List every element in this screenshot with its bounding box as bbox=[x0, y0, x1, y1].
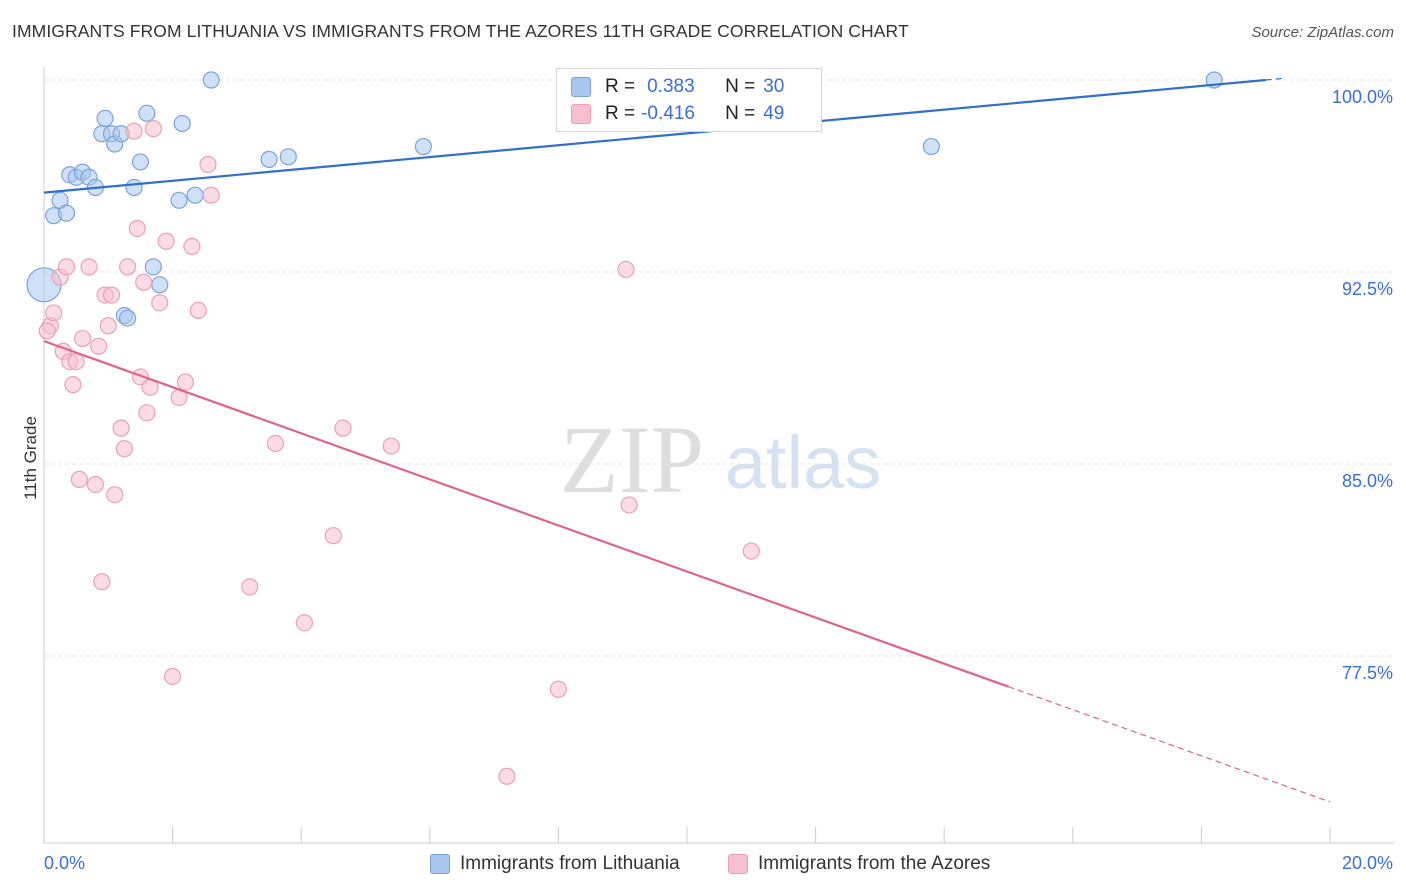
lithuania-legend-swatch bbox=[430, 854, 450, 874]
azores-point bbox=[57, 258, 76, 276]
lithuania-point bbox=[125, 178, 143, 197]
azores-swatch bbox=[571, 104, 591, 124]
azores-legend-label: Immigrants from the Azores bbox=[758, 853, 991, 874]
azores-point bbox=[498, 767, 516, 785]
y-tick-label: 77.5% bbox=[1342, 663, 1393, 683]
azores-point bbox=[157, 232, 175, 250]
azores-point bbox=[151, 294, 169, 312]
watermark: ZIP atlas bbox=[560, 406, 881, 513]
azores-point bbox=[549, 680, 568, 698]
azores-point bbox=[138, 404, 156, 422]
x-min-label: 0.0% bbox=[44, 853, 85, 873]
r-label: R = bbox=[605, 76, 636, 97]
azores-r-value: -0.416 bbox=[641, 103, 695, 124]
azores-point bbox=[112, 419, 130, 437]
lithuania-point bbox=[922, 137, 940, 156]
axes bbox=[43, 67, 1395, 844]
axis-labels: 100.0% 92.5% 85.0% 77.5% bbox=[1332, 87, 1393, 683]
lithuania-point bbox=[131, 153, 150, 171]
azores-trend-line bbox=[43, 340, 1009, 688]
azores-point bbox=[199, 155, 217, 174]
lithuania-point bbox=[202, 71, 220, 89]
y-axis-title: 11th Grade bbox=[21, 416, 40, 500]
azores-point bbox=[183, 237, 201, 255]
legend-row-lithuania: R = 0.383 N = 30 bbox=[571, 74, 784, 100]
azores-trend-line-extension bbox=[1008, 686, 1331, 803]
lithuania-point bbox=[170, 191, 188, 209]
azores-point bbox=[67, 353, 85, 371]
azores-n-value: 49 bbox=[763, 103, 785, 124]
azores-point bbox=[295, 614, 314, 632]
lithuania-point bbox=[279, 148, 297, 166]
azores-point bbox=[45, 304, 63, 322]
y-tick-label: 92.5% bbox=[1342, 279, 1393, 299]
n-label: N = bbox=[725, 103, 756, 124]
azores-legend-swatch bbox=[728, 854, 748, 874]
bottom-legend-lithuania: Immigrants from Lithuania bbox=[430, 852, 680, 876]
lithuania-trend-line-extension bbox=[1265, 77, 1286, 81]
azores-point bbox=[202, 186, 220, 204]
watermark-zip: ZIP bbox=[560, 406, 704, 513]
lithuania-point bbox=[173, 114, 191, 133]
azores-point bbox=[106, 486, 124, 504]
azores-point bbox=[115, 440, 133, 458]
azores-point bbox=[64, 376, 82, 394]
azores-point bbox=[118, 258, 137, 276]
azores-point bbox=[70, 470, 88, 488]
azores-point bbox=[189, 301, 207, 319]
lithuania-point bbox=[186, 186, 204, 204]
azores-point bbox=[241, 578, 259, 596]
chart-source: Source: ZipAtlas.com bbox=[1251, 24, 1394, 41]
n-label: N = bbox=[725, 76, 756, 97]
correlation-legend: R = 0.383 N = 30 R = -0.416 N = 49 bbox=[556, 68, 822, 132]
azores-point bbox=[334, 419, 352, 437]
azores-point bbox=[86, 475, 105, 494]
lithuania-r-value: 0.383 bbox=[647, 76, 695, 97]
azores-point bbox=[617, 260, 635, 279]
azores-point bbox=[38, 322, 56, 340]
lithuania-trend-line bbox=[43, 78, 1266, 194]
gridlines bbox=[44, 79, 1395, 657]
r-label: R = bbox=[605, 103, 636, 124]
azores-point bbox=[324, 527, 342, 545]
lithuania-point bbox=[260, 150, 278, 168]
azores-point bbox=[90, 337, 108, 355]
y-tick-label: 85.0% bbox=[1342, 471, 1393, 491]
lithuania-point bbox=[118, 309, 137, 327]
azores-point bbox=[266, 434, 285, 453]
chart-title: IMMIGRANTS FROM LITHUANIA VS IMMIGRANTS … bbox=[12, 21, 909, 41]
azores-point bbox=[93, 573, 111, 591]
azores-point bbox=[125, 122, 143, 140]
data-points bbox=[26, 71, 1223, 785]
azores-point bbox=[742, 542, 760, 560]
lithuania-n-value: 30 bbox=[763, 76, 785, 97]
azores-point bbox=[176, 373, 195, 391]
legend-row-azores: R = -0.416 N = 49 bbox=[571, 101, 784, 127]
azores-point bbox=[144, 120, 162, 138]
azores-point bbox=[80, 258, 98, 276]
bottom-legend-azores: Immigrants from the Azores bbox=[728, 852, 990, 876]
trend-lines bbox=[43, 77, 1331, 803]
watermark-atlas: atlas bbox=[725, 421, 881, 504]
azores-point bbox=[128, 219, 146, 238]
azores-point bbox=[382, 437, 400, 455]
azores-point bbox=[164, 667, 182, 686]
lithuania-point bbox=[414, 137, 432, 156]
lithuania-point bbox=[138, 104, 156, 122]
lithuania-point bbox=[151, 276, 169, 294]
azores-point bbox=[99, 317, 117, 335]
azores-point bbox=[620, 496, 638, 514]
y-tick-label: 100.0% bbox=[1332, 87, 1393, 107]
lithuania-point bbox=[57, 204, 76, 222]
lithuania-legend-label: Immigrants from Lithuania bbox=[460, 853, 680, 874]
azores-point bbox=[102, 286, 121, 304]
lithuania-point bbox=[144, 258, 162, 276]
x-max-label: 20.0% bbox=[1342, 853, 1393, 873]
azores-point bbox=[135, 273, 153, 291]
lithuania-swatch bbox=[571, 77, 591, 97]
azores-point bbox=[73, 329, 92, 348]
lithuania-point bbox=[96, 109, 114, 128]
